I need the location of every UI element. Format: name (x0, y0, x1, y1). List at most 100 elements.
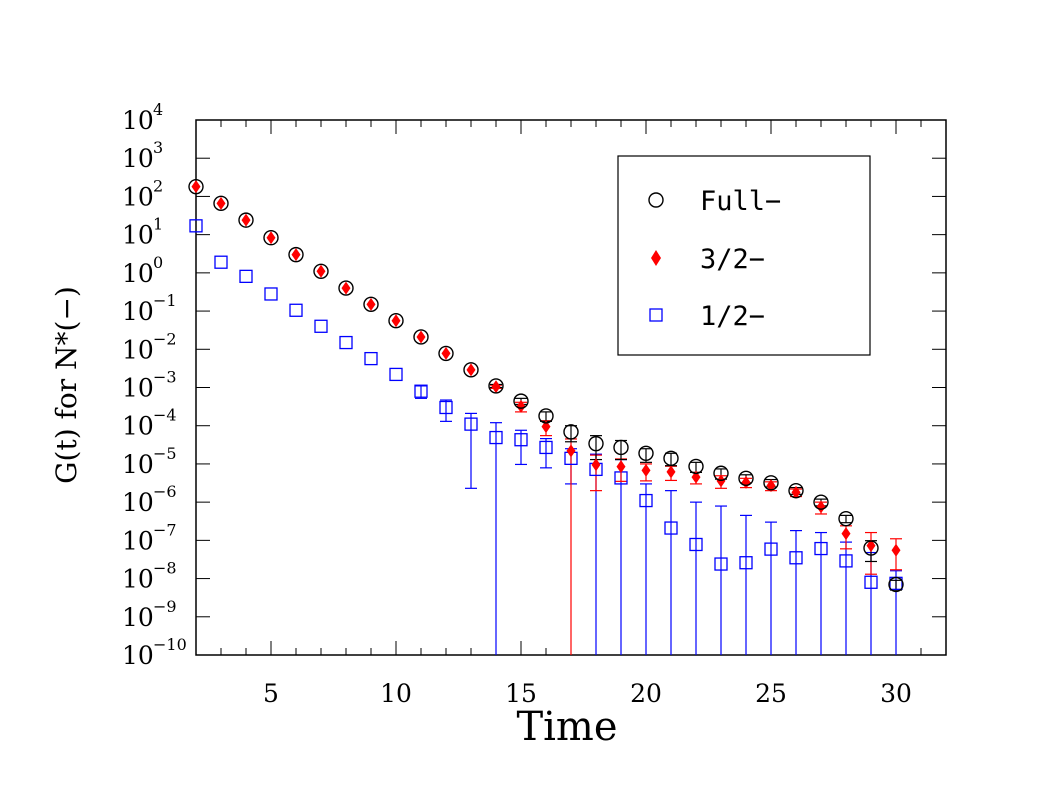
y-tick-exponent: −8 (153, 559, 177, 578)
point-3-2 (516, 399, 526, 413)
point-1-2 (314, 319, 328, 333)
point-full (413, 329, 429, 345)
point-1-2 (514, 433, 528, 447)
point-1-2 (739, 556, 753, 570)
y-tick-label: 10 3 (122, 138, 163, 173)
y-tick-base: 10 (122, 144, 154, 173)
point-1-2 (864, 575, 878, 589)
y-tick-base: 10 (122, 641, 154, 670)
y-tick-base: 10 (122, 374, 154, 403)
y-tick-base: 10 (122, 412, 154, 441)
point-full (588, 435, 604, 452)
point-3-2 (341, 281, 351, 295)
point-3-2 (791, 485, 801, 499)
y-tick-exponent: 1 (153, 215, 163, 234)
point-full (463, 362, 479, 378)
y-tick-label: 10 −9 (122, 597, 177, 632)
x-axis-title: Time (516, 704, 617, 750)
point-full (513, 393, 529, 409)
point-1-2 (764, 542, 778, 556)
y-tick-exponent: 2 (153, 176, 163, 195)
y-tick-exponent: −5 (153, 444, 177, 463)
data-markers (188, 178, 904, 593)
legend-label-three-halves: 3/2− (700, 244, 765, 275)
point-1-2 (814, 541, 828, 556)
y-tick-label: 10 −3 (122, 368, 177, 403)
point-1-2 (489, 430, 503, 445)
point-full (713, 465, 729, 481)
point-3-2 (816, 500, 826, 514)
y-tick-exponent: −9 (153, 597, 177, 616)
y-tick-base: 10 (122, 259, 154, 288)
point-1-2 (189, 219, 203, 233)
y-tick-base: 10 (122, 450, 154, 479)
point-1-2 (664, 521, 678, 535)
point-full (488, 378, 504, 394)
point-full (188, 178, 204, 195)
point-3-2 (691, 470, 701, 484)
point-full (738, 470, 754, 487)
point-full (663, 450, 679, 467)
x-tick-label: 20 (630, 679, 662, 708)
point-1-2 (539, 440, 553, 455)
point-full (263, 230, 279, 246)
point-1-2 (464, 417, 478, 431)
y-tick-label: 10 −7 (122, 520, 177, 555)
x-tick-label: 10 (380, 679, 412, 708)
point-3-2 (391, 314, 401, 328)
point-3-2 (291, 248, 301, 262)
point-full (338, 280, 354, 296)
point-full (638, 445, 654, 461)
y-tick-exponent: −4 (153, 406, 177, 425)
y-tick-label: 10 −6 (122, 482, 177, 517)
y-tick-label: 10 −10 (122, 635, 187, 670)
point-full (563, 424, 579, 440)
y-tick-exponent: 4 (153, 100, 163, 119)
y-tick-exponent: −6 (153, 482, 177, 501)
legend-label-full: Full− (700, 186, 781, 217)
y-tick-exponent: −1 (153, 291, 177, 310)
y-tick-exponent: 3 (153, 138, 163, 157)
point-full (238, 212, 254, 228)
y-tick-label: 10 −2 (122, 329, 177, 364)
y-tick-exponent: −10 (153, 635, 187, 654)
point-3-2 (841, 527, 851, 541)
point-3-2 (191, 180, 201, 194)
point-3-2 (216, 196, 226, 210)
point-3-2 (441, 346, 451, 360)
legend-label-one-half: 1/2− (700, 301, 765, 332)
legend-box (617, 155, 871, 356)
y-tick-exponent: −7 (153, 520, 177, 539)
point-1-2 (339, 335, 353, 350)
x-tick-label: 25 (755, 679, 787, 708)
y-tick-base: 10 (122, 603, 154, 632)
point-full (688, 458, 704, 475)
point-3-2 (891, 543, 901, 557)
x-tick-labels: 5 10 15 20 25 30 (263, 679, 912, 708)
point-3-2 (666, 465, 676, 479)
point-full (363, 296, 379, 313)
point-full (213, 195, 229, 212)
point-3-2 (466, 363, 476, 377)
point-3-2 (316, 264, 326, 278)
point-full (538, 408, 554, 424)
y-tick-label: 10 −5 (122, 444, 177, 479)
point-3-2 (416, 330, 426, 344)
point-full (313, 263, 329, 279)
point-1-2 (639, 493, 653, 508)
point-full (888, 576, 904, 593)
x-tick-label: 30 (880, 679, 912, 708)
point-3-2 (266, 231, 276, 245)
y-tick-base: 10 (122, 488, 154, 517)
point-full (288, 246, 304, 263)
point-3-2 (616, 460, 626, 474)
point-1-2 (364, 351, 378, 366)
y-tick-exponent: 0 (153, 253, 163, 272)
y-tick-label: 10 2 (122, 176, 163, 211)
point-full (613, 439, 629, 456)
point-1-2 (689, 537, 703, 552)
point-full (838, 510, 854, 527)
y-tick-label: 10 −4 (122, 406, 177, 441)
legend: Full− 3/2− 1/2− (617, 155, 871, 356)
